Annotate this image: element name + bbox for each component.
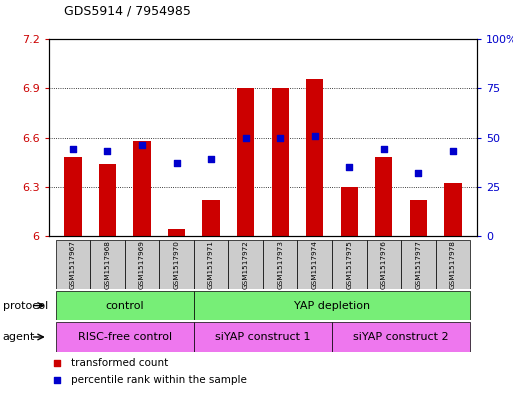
FancyBboxPatch shape [55, 240, 90, 289]
Text: agent: agent [3, 332, 35, 342]
Text: RISC-free control: RISC-free control [77, 332, 172, 342]
Point [345, 164, 353, 170]
FancyBboxPatch shape [436, 240, 470, 289]
Point [207, 156, 215, 162]
Text: GSM1517978: GSM1517978 [450, 240, 456, 289]
Bar [306, 79, 323, 236]
Bar [203, 200, 220, 236]
FancyBboxPatch shape [194, 291, 470, 320]
Bar [375, 157, 392, 236]
Text: GSM1517967: GSM1517967 [70, 240, 76, 289]
FancyBboxPatch shape [159, 240, 194, 289]
Point [449, 148, 457, 154]
Bar [444, 184, 462, 236]
FancyBboxPatch shape [55, 291, 194, 320]
FancyBboxPatch shape [332, 322, 470, 352]
Text: GSM1517968: GSM1517968 [105, 240, 110, 289]
FancyBboxPatch shape [90, 240, 125, 289]
Point [415, 170, 423, 176]
FancyBboxPatch shape [367, 240, 401, 289]
Text: GSM1517970: GSM1517970 [173, 240, 180, 289]
Bar [341, 187, 358, 236]
Text: GSM1517977: GSM1517977 [416, 240, 421, 289]
Point [172, 160, 181, 166]
Text: GSM1517971: GSM1517971 [208, 240, 214, 289]
Text: siYAP construct 1: siYAP construct 1 [215, 332, 311, 342]
FancyBboxPatch shape [228, 240, 263, 289]
Point [242, 134, 250, 141]
Text: GSM1517973: GSM1517973 [277, 240, 283, 289]
Point [138, 142, 146, 149]
Bar [271, 88, 289, 236]
Text: YAP depletion: YAP depletion [294, 301, 370, 310]
Bar [168, 229, 185, 236]
Text: control: control [105, 301, 144, 310]
Point [311, 132, 319, 139]
Text: GSM1517974: GSM1517974 [312, 240, 318, 289]
Text: protocol: protocol [3, 301, 48, 310]
Point [53, 359, 62, 365]
Point [276, 134, 284, 141]
Text: GSM1517976: GSM1517976 [381, 240, 387, 289]
Bar [99, 164, 116, 236]
Point [53, 377, 62, 384]
FancyBboxPatch shape [194, 322, 332, 352]
FancyBboxPatch shape [125, 240, 159, 289]
FancyBboxPatch shape [298, 240, 332, 289]
Point [380, 146, 388, 152]
Text: siYAP construct 2: siYAP construct 2 [353, 332, 449, 342]
FancyBboxPatch shape [55, 322, 194, 352]
Bar [64, 157, 82, 236]
Text: transformed count: transformed count [70, 358, 168, 367]
Text: GSM1517969: GSM1517969 [139, 240, 145, 289]
FancyBboxPatch shape [332, 240, 367, 289]
Text: GSM1517972: GSM1517972 [243, 240, 249, 289]
FancyBboxPatch shape [263, 240, 298, 289]
Bar [410, 200, 427, 236]
Text: percentile rank within the sample: percentile rank within the sample [70, 375, 246, 385]
FancyBboxPatch shape [401, 240, 436, 289]
Text: GSM1517975: GSM1517975 [346, 240, 352, 289]
Bar [237, 88, 254, 236]
Text: GDS5914 / 7954985: GDS5914 / 7954985 [64, 5, 191, 18]
FancyBboxPatch shape [194, 240, 228, 289]
Point [103, 148, 111, 154]
Bar [133, 141, 151, 236]
Point [69, 146, 77, 152]
